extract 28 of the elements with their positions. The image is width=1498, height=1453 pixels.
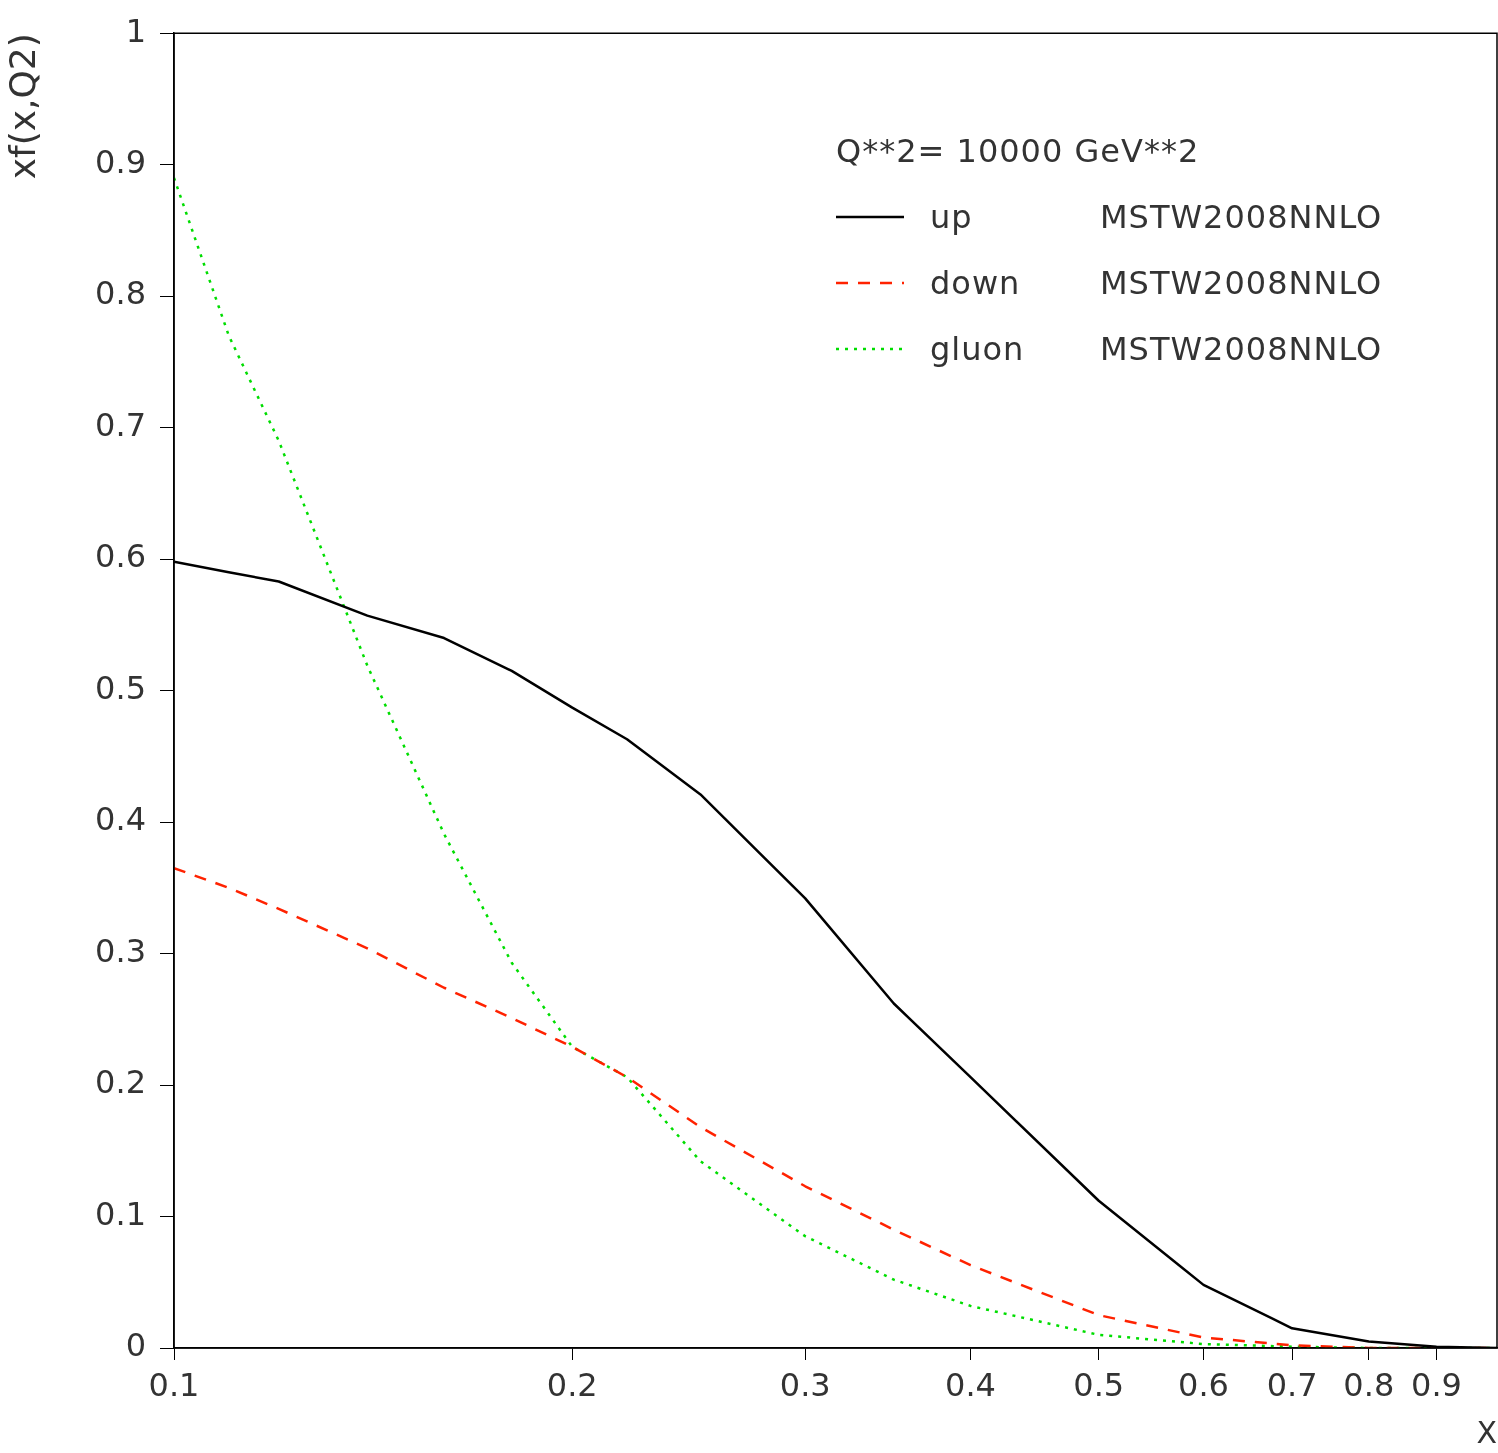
y-tick-label: 0.8 [95, 274, 146, 313]
x-tick-label: 0.3 [779, 1365, 831, 1404]
y-tick-label: 0.4 [95, 800, 146, 839]
annotation: MSTW2008NNLO [1100, 198, 1383, 236]
y-tick-label: 0 [125, 1326, 146, 1365]
x-tick-label: 0.2 [546, 1365, 598, 1404]
x-tick-label: 0.8 [1343, 1365, 1395, 1404]
legend-title: Q**2= 10000 GeV**2 [836, 131, 1201, 172]
x-tick-label: 0.4 [945, 1365, 996, 1404]
y-tick-label: 0.5 [95, 668, 146, 707]
x-tick-label: 0.5 [1073, 1365, 1125, 1404]
y-tick-label: 0.3 [95, 931, 146, 970]
y-axis-title: xf(x,Q2) [1, 33, 43, 180]
annotation: MSTW2008NNLO [1100, 330, 1383, 368]
x-tick-label: 0.7 [1266, 1365, 1318, 1404]
x-tick-label: 0.9 [1411, 1365, 1462, 1404]
y-tick-label: 0.2 [95, 1063, 146, 1102]
legend-label: down [930, 264, 1022, 302]
y-tick-label: 0.9 [95, 142, 146, 181]
y-tick-label: 1 [125, 11, 146, 50]
annotation: MSTW2008NNLO [1100, 264, 1383, 302]
x-axis-title: X [1476, 1414, 1497, 1450]
legend-label: up [930, 198, 974, 236]
y-tick-label: 0.6 [95, 537, 146, 576]
x-tick-label: 0.6 [1178, 1365, 1229, 1404]
y-tick-label: 0.7 [95, 405, 146, 444]
legend-label: gluon [930, 330, 1026, 368]
y-tick-label: 0.1 [95, 1194, 146, 1233]
